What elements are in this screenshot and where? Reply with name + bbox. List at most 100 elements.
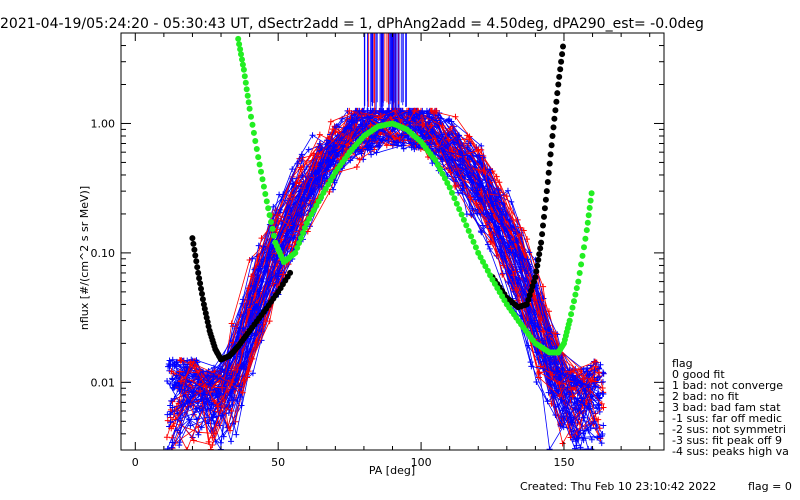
measurement-point (166, 357, 173, 364)
measurement-point (376, 142, 383, 149)
measurement-point (200, 368, 207, 375)
measurement-point (536, 369, 543, 376)
measurement-point (600, 422, 607, 429)
measurement-point (383, 142, 390, 149)
measurement-point (574, 390, 581, 397)
model-point (259, 176, 266, 183)
model-point (573, 285, 580, 292)
measurement-point (473, 200, 480, 207)
model-point (439, 170, 446, 177)
measurement-point (535, 323, 542, 330)
measurement-point (258, 235, 265, 242)
measurement-point (419, 107, 426, 114)
measurement-point (476, 152, 483, 159)
measurement-point (351, 119, 358, 126)
measurement-point (449, 156, 456, 163)
model-point (244, 92, 251, 99)
measurement-point (463, 211, 470, 218)
measurement-point (595, 416, 602, 423)
model-point (528, 287, 535, 294)
legend-entry: -1 sus: far off medic (672, 412, 783, 425)
measurement-point (326, 188, 333, 195)
measurement-point (599, 378, 606, 385)
model-point (298, 235, 304, 241)
measurement-trace (169, 114, 597, 406)
model-point (546, 160, 553, 167)
measurement-point (368, 133, 375, 140)
measurement-point (228, 320, 235, 327)
measurement-point (368, 151, 375, 158)
measurement-trace (166, 114, 592, 438)
model-point (566, 317, 573, 324)
measurement-point (387, 129, 394, 136)
model-point (239, 61, 246, 68)
measurement-point (578, 395, 585, 402)
measurement-point (228, 438, 235, 445)
measurement-point (300, 191, 307, 198)
y-tick-label: 0.01 (91, 376, 116, 389)
measurement-point (204, 372, 211, 379)
measurement-point (218, 412, 225, 419)
model-point (199, 290, 205, 297)
measurement-point (176, 442, 183, 449)
measurement-point (287, 192, 294, 199)
measurement-point (210, 372, 217, 379)
model-point (465, 227, 472, 234)
model-point (480, 258, 486, 265)
measurement-point (255, 242, 262, 249)
model-point (470, 238, 477, 245)
measurement-point (360, 145, 367, 152)
measurement-point (454, 136, 461, 143)
measurement-point (486, 245, 493, 252)
measurement-point (569, 419, 576, 426)
model-point (533, 268, 540, 275)
measurement-point (279, 241, 286, 248)
legend-entry: -4 sus: peaks high va (672, 445, 789, 458)
model-point (260, 183, 267, 190)
measurement-point (496, 179, 503, 186)
measurement-point (169, 356, 176, 363)
model-point (192, 252, 199, 259)
measurement-point (288, 215, 295, 222)
model-point (456, 206, 463, 213)
measurement-point (527, 318, 534, 325)
measurement-point (358, 121, 365, 128)
model-point (258, 168, 264, 175)
measurement-point (498, 235, 505, 242)
model-point (196, 275, 203, 282)
measurement-point (296, 179, 303, 186)
model-point (248, 113, 254, 120)
model-point (545, 169, 552, 176)
measurement-point (229, 401, 236, 408)
measurement-point (298, 164, 305, 171)
model-point (575, 278, 582, 285)
measurement-point (389, 141, 396, 148)
model-point (245, 99, 252, 106)
measurement-point (504, 187, 511, 194)
model-point (449, 189, 455, 196)
model-point (197, 280, 204, 287)
measurement-point (596, 408, 603, 415)
model-point (193, 258, 200, 265)
model-point (534, 262, 541, 269)
model-point (190, 240, 197, 247)
measurement-point (289, 166, 296, 173)
measurement-point (385, 134, 392, 141)
legend: flag 0 good fit 1 bad: not converge 2 ba… (672, 358, 789, 457)
measurement-point (266, 318, 273, 325)
measurement-trace (167, 110, 603, 450)
model-point (583, 227, 590, 234)
measurement-point (506, 242, 513, 249)
model-point (458, 211, 465, 218)
model-point (287, 269, 294, 276)
measurement-point (569, 393, 576, 400)
measurement-point (305, 146, 312, 153)
measurement-point (519, 255, 526, 262)
model-point (526, 292, 533, 299)
measurement-point (535, 374, 542, 381)
model-point (199, 296, 206, 303)
measurement-point (249, 370, 256, 377)
model-point (547, 151, 554, 158)
measurement-point (457, 157, 464, 164)
model-point (531, 278, 537, 285)
